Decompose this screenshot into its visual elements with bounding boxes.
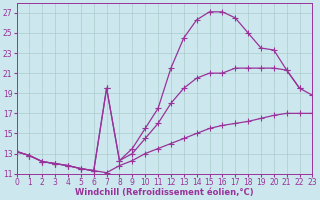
X-axis label: Windchill (Refroidissement éolien,°C): Windchill (Refroidissement éolien,°C)	[75, 188, 254, 197]
